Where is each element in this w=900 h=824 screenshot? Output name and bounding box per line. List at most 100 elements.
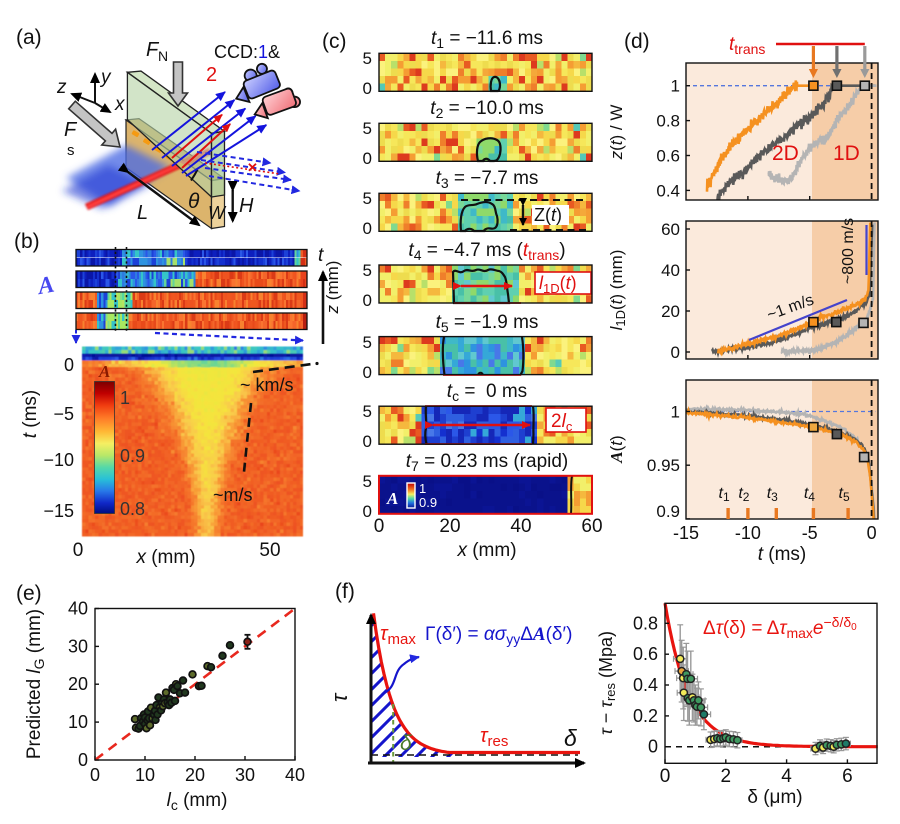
svg-text:t: t [318, 245, 324, 266]
svg-text:0: 0 [363, 149, 372, 168]
svg-text:x: x [114, 94, 126, 115]
svg-text:t5: t5 [839, 485, 850, 504]
svg-text:τmax: τmax [380, 623, 416, 648]
svg-text:t2: t2 [738, 485, 749, 504]
svg-text:0.4: 0.4 [633, 675, 658, 695]
svg-text:2: 2 [206, 64, 217, 86]
svg-text:t1 = −11.6 ms: t1 = −11.6 ms [431, 28, 543, 51]
svg-text:0: 0 [363, 502, 372, 521]
svg-text:(b): (b) [14, 230, 40, 253]
svg-text:(e): (e) [16, 582, 42, 605]
svg-text:0: 0 [671, 343, 680, 362]
svg-text:x (mm): x (mm) [456, 540, 516, 561]
svg-text:W: W [208, 203, 227, 223]
svg-text:z: z [56, 77, 67, 98]
svg-text:t3 = −7.7 ms: t3 = −7.7 ms [436, 168, 539, 191]
svg-text:40: 40 [285, 765, 305, 785]
svg-text:~ km/s: ~ km/s [240, 375, 294, 395]
svg-text:6: 6 [842, 766, 853, 787]
svg-text:5: 5 [363, 189, 372, 208]
svg-text:t1: t1 [719, 485, 730, 504]
svg-text:4: 4 [781, 766, 792, 787]
svg-text:5: 5 [363, 261, 372, 280]
svg-text:40: 40 [68, 599, 88, 619]
svg-text:20: 20 [185, 765, 205, 785]
svg-text:l1D(t) (mm): l1D(t) (mm) [607, 250, 628, 331]
svg-text:0: 0 [363, 363, 372, 382]
svg-text:0.9: 0.9 [656, 502, 680, 521]
svg-text:0: 0 [363, 219, 372, 238]
svg-text:t7 = 0.23 ms (rapid): t7 = 0.23 ms (rapid) [406, 451, 569, 474]
svg-text:-5: -5 [802, 523, 818, 543]
svg-text:x (mm): x (mm) [135, 547, 195, 568]
svg-text:60: 60 [581, 516, 602, 537]
svg-text:t4: t4 [804, 485, 815, 504]
svg-text:-15: -15 [673, 523, 699, 543]
svg-text:CCD:1&: CCD:1& [214, 42, 280, 62]
svg-text:L: L [137, 202, 148, 224]
svg-text:10: 10 [68, 712, 88, 732]
svg-text:Z(t): Z(t) [534, 205, 562, 225]
svg-text:τres: τres [480, 725, 508, 750]
svg-text:t2 = −10.0 ms: t2 = −10.0 ms [430, 98, 543, 121]
svg-text:0.4: 0.4 [656, 181, 680, 200]
svg-text:0.95: 0.95 [647, 456, 680, 475]
svg-text:F: F [64, 119, 78, 141]
svg-text:A: A [386, 489, 398, 508]
svg-text:1: 1 [671, 77, 680, 96]
svg-text:40: 40 [510, 516, 531, 537]
svg-text:lc (mm): lc (mm) [167, 790, 228, 813]
svg-text:60: 60 [661, 220, 680, 239]
svg-text:0.9: 0.9 [120, 446, 145, 466]
svg-text:0: 0 [363, 291, 372, 310]
svg-text:0: 0 [90, 765, 100, 785]
svg-text:τ − τres (Mpa): τ − τres (Mpa) [596, 631, 618, 735]
svg-text:30: 30 [235, 765, 255, 785]
svg-text:t5 = −1.9 ms: t5 = −1.9 ms [436, 312, 539, 335]
svg-text:2D: 2D [772, 142, 799, 165]
svg-text:z(t) / W: z(t) / W [607, 105, 626, 161]
svg-text:0: 0 [73, 540, 84, 561]
svg-text:δ: δ [564, 725, 577, 751]
svg-text:0.2: 0.2 [633, 706, 658, 726]
svg-text:50: 50 [259, 540, 280, 561]
svg-text:~m/s: ~m/s [213, 485, 253, 505]
svg-text:0: 0 [867, 523, 877, 543]
svg-text:F: F [146, 39, 160, 61]
svg-text:A: A [34, 272, 56, 301]
svg-text:20: 20 [439, 516, 460, 537]
svg-text:(c): (c) [322, 30, 347, 53]
svg-text:1: 1 [120, 388, 130, 408]
svg-text:10: 10 [135, 765, 155, 785]
svg-text:δ (μm): δ (μm) [747, 787, 802, 808]
svg-text:1: 1 [419, 481, 426, 496]
svg-text:0: 0 [363, 79, 372, 98]
svg-text:H: H [239, 195, 254, 217]
svg-text:5: 5 [363, 333, 372, 352]
svg-text:20: 20 [661, 302, 680, 321]
svg-text:−10: −10 [43, 450, 74, 470]
svg-text:0: 0 [374, 516, 385, 537]
svg-text:t4 = −4.7 ms (ttrans): t4 = −4.7 ms (ttrans) [408, 240, 565, 263]
svg-text:(d): (d) [624, 30, 650, 53]
svg-text:τ: τ [327, 692, 352, 702]
svg-text:Predicted lG (mm): Predicted lG (mm) [24, 609, 47, 759]
svg-text:1D: 1D [833, 142, 860, 165]
svg-text:−5: −5 [53, 404, 74, 424]
svg-text:5: 5 [363, 49, 372, 68]
svg-text:0: 0 [363, 432, 372, 451]
svg-text:5: 5 [363, 472, 372, 491]
svg-text:t (ms): t (ms) [758, 544, 807, 565]
svg-text:−15: −15 [43, 501, 74, 521]
svg-text:s: s [67, 142, 75, 159]
svg-text:0.6: 0.6 [656, 147, 680, 166]
svg-text:y: y [99, 67, 112, 88]
svg-text:(a): (a) [16, 26, 42, 49]
svg-text:t (ms): t (ms) [20, 390, 41, 439]
svg-text:-10: -10 [735, 523, 761, 543]
svg-text:(f): (f) [335, 580, 355, 603]
svg-text:Γ(δ′) = ασyyΔA(δ′): Γ(δ′) = ασyyΔA(δ′) [425, 624, 572, 647]
svg-text:0.9: 0.9 [419, 495, 437, 510]
svg-text:δ: δ [400, 732, 412, 755]
svg-text:A: A [98, 362, 110, 381]
